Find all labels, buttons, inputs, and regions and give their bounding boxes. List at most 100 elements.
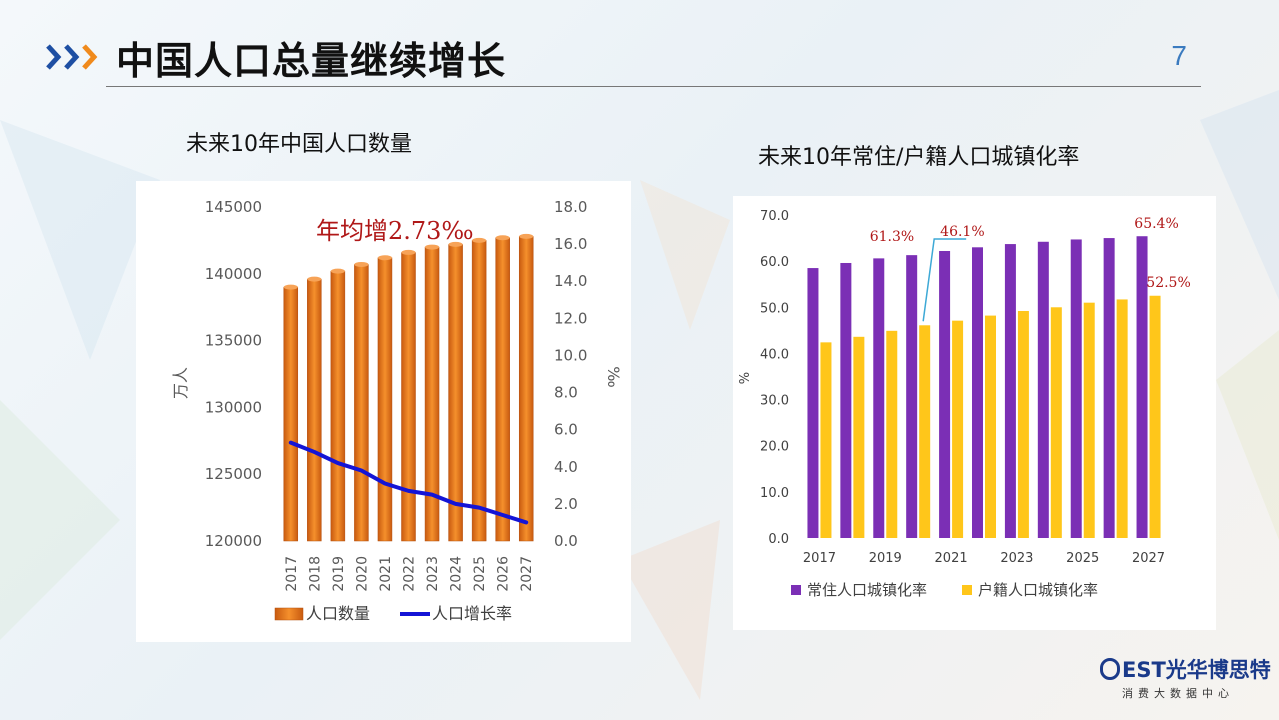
- y-left-axis-label: 万人: [171, 367, 190, 399]
- logo-brand: EST光华博思特: [1122, 658, 1271, 682]
- x-tick-label: 2017: [803, 551, 836, 566]
- y-left-tick-label: 130000: [205, 398, 262, 416]
- y-tick-label: 10.0: [760, 486, 789, 501]
- y-left-tick-label: 125000: [205, 465, 262, 483]
- annotation-resident-2027: 65.4%: [1134, 216, 1178, 232]
- slide-header: 中国人口总量继续增长 7: [0, 0, 1279, 92]
- population-bar: [401, 252, 416, 542]
- resident-urbanization-bar: [873, 258, 885, 538]
- x-tick-label: 2025: [1066, 551, 1099, 566]
- x-tick-label: 2023: [1000, 551, 1033, 566]
- x-tick-label: 2025: [472, 556, 488, 592]
- legend-label-resident: 常住人口城镇化率: [807, 581, 927, 599]
- y-right-tick-label: 14.0: [554, 272, 587, 290]
- urbanization-chart-panel: 70.0 60.0 50.0 40.0 30.0 20.0 10.0 0.0% 2017 2019…: [733, 196, 1216, 630]
- company-logo: EST光华博思特 消费大数据中心: [1100, 654, 1271, 704]
- x-tick-label: 2021: [935, 551, 968, 566]
- logo-tagline: 消费大数据中心: [1122, 687, 1234, 700]
- resident-urbanization-bar: [906, 255, 918, 538]
- population-bar-cap: [448, 241, 463, 247]
- x-tick-label: 2018: [307, 556, 323, 592]
- x-tick-label: 2021: [378, 556, 394, 592]
- annotation-registered-2027: 52.5%: [1146, 275, 1190, 291]
- x-tick-label: 2023: [425, 556, 441, 592]
- x-tick-label: 2019: [331, 556, 347, 592]
- resident-urbanization-bar: [1070, 239, 1082, 538]
- resident-urbanization-bar: [1004, 244, 1016, 538]
- y-tick-label: 60.0: [760, 255, 789, 270]
- y-tick-label: 20.0: [760, 440, 789, 455]
- y-right-tick-label: 18.0: [554, 198, 587, 216]
- x-tick-label: 2017: [284, 556, 300, 592]
- population-bar-cap: [283, 284, 298, 290]
- population-bar-cap: [472, 237, 487, 243]
- page-title: 中国人口总量继续增长: [116, 39, 507, 83]
- y-left-tick-label: 120000: [205, 532, 262, 550]
- x-tick-label: 2022: [402, 556, 418, 592]
- x-tick-label: 2024: [449, 556, 465, 592]
- population-bar-cap: [401, 249, 416, 255]
- registered-urbanization-bar: [1116, 299, 1128, 538]
- registered-urbanization-bar: [820, 342, 832, 538]
- resident-urbanization-bar: [939, 250, 951, 538]
- resident-urbanization-bar: [807, 268, 819, 538]
- registered-urbanization-bar: [1149, 295, 1161, 538]
- registered-urbanization-bar: [1017, 310, 1029, 538]
- population-bar: [307, 278, 322, 542]
- resident-urbanization-bar: [1037, 241, 1049, 538]
- header-divider: [106, 86, 1201, 87]
- y-right-axis-label: ‰: [604, 366, 623, 387]
- y-right-tick-label: 6.0: [554, 421, 578, 439]
- x-tick-label: 2019: [869, 551, 902, 566]
- y-right-tick-label: 4.0: [554, 458, 578, 476]
- resident-urbanization-bar: [840, 262, 852, 538]
- y-right-tick-label: 0.0: [554, 532, 578, 550]
- resident-urbanization-bar: [1136, 236, 1148, 538]
- population-bar-cap: [377, 255, 392, 261]
- x-tick-label: 2020: [354, 556, 370, 592]
- population-bar: [330, 270, 346, 542]
- legend-swatch-resident: [791, 585, 801, 595]
- registered-urbanization-bar: [1083, 302, 1095, 538]
- x-tick-label: 2027: [519, 556, 535, 592]
- registered-urbanization-bar: [919, 325, 931, 538]
- legend-label-growth: 人口增长率: [432, 604, 512, 623]
- y-tick-label: 50.0: [760, 301, 789, 316]
- population-bar: [495, 237, 510, 542]
- population-bar: [354, 264, 369, 542]
- page-number: 7: [1171, 40, 1187, 71]
- population-bar-cap: [354, 261, 369, 267]
- y-left-tick-label: 145000: [205, 198, 262, 216]
- population-chart: 145000 140000 135000 130000 125000 120000 18.0…: [171, 198, 623, 623]
- population-bar: [283, 286, 299, 542]
- x-tick-label: 2027: [1132, 551, 1165, 566]
- resident-urbanization-bar: [972, 247, 983, 539]
- population-bar-cap: [519, 233, 534, 239]
- population-bar-cap: [307, 276, 322, 282]
- legend-label-population: 人口数量: [306, 604, 370, 623]
- y-left-tick-label: 140000: [205, 265, 262, 283]
- registered-urbanization-bar: [886, 330, 898, 538]
- y-tick-label: 30.0: [760, 394, 789, 409]
- left-chart-caption: 未来10年中国人口数量: [186, 132, 412, 157]
- y-axis-label: %: [738, 372, 753, 384]
- registered-urbanization-bar: [985, 315, 996, 538]
- population-bar: [448, 244, 463, 542]
- population-bar: [471, 240, 487, 542]
- chevron-right-icon: [46, 44, 98, 70]
- resident-urbanization-bar: [1103, 238, 1115, 539]
- registered-urbanization-bar: [952, 320, 964, 538]
- population-bar: [377, 257, 393, 542]
- y-right-tick-label: 10.0: [554, 346, 587, 364]
- population-bar: [518, 236, 534, 542]
- right-chart-caption: 未来10年常住/户籍人口城镇化率: [758, 145, 1080, 170]
- y-right-tick-label: 8.0: [554, 384, 578, 402]
- growth-rate-line: [288, 440, 529, 525]
- legend-swatch-population: [274, 607, 304, 621]
- logo-b-icon: [1100, 658, 1120, 680]
- annotation-resident-2020: 61.3%: [870, 229, 914, 245]
- x-tick-label: 2026: [496, 556, 512, 592]
- population-bar-cap: [330, 268, 345, 274]
- legend-swatch-registered: [962, 585, 972, 595]
